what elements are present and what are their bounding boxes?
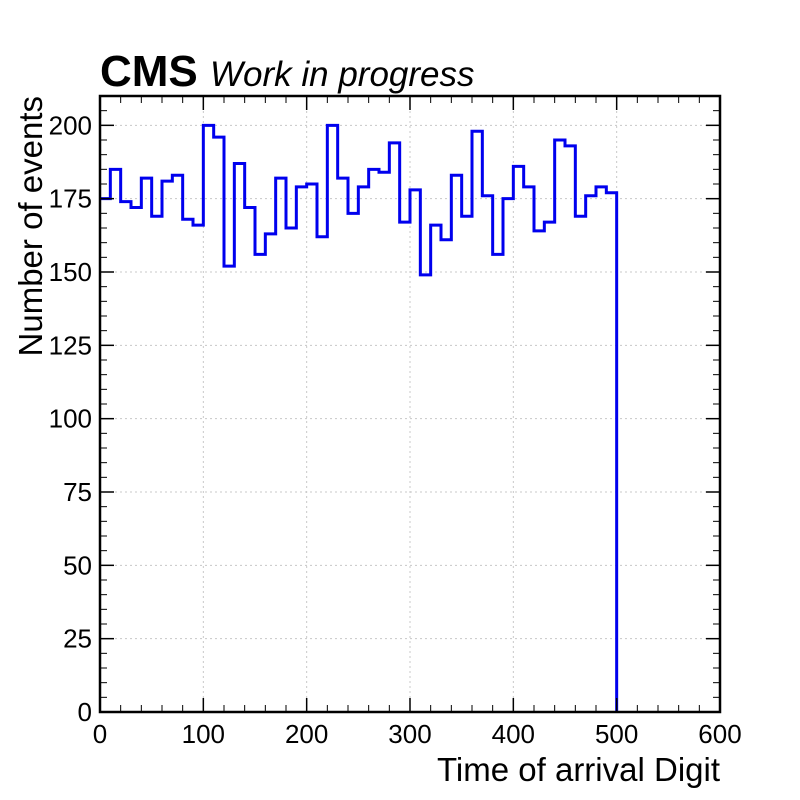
y-tick-label: 100 bbox=[49, 404, 92, 434]
histogram-bin bbox=[555, 140, 565, 712]
histogram-bin bbox=[565, 146, 575, 712]
histogram-bin bbox=[544, 222, 554, 712]
histogram-bin bbox=[307, 184, 317, 712]
histogram-bin bbox=[286, 228, 296, 712]
histogram-bin bbox=[369, 169, 379, 712]
histogram-bin bbox=[193, 225, 203, 712]
x-tick-label: 600 bbox=[698, 719, 741, 749]
histogram-bin bbox=[317, 237, 327, 712]
histogram-bin bbox=[462, 216, 472, 712]
histogram-bin bbox=[472, 131, 482, 712]
y-tick-label: 175 bbox=[49, 184, 92, 214]
axis-ticks bbox=[99, 95, 721, 713]
histogram-bin bbox=[296, 187, 306, 712]
histogram-bin bbox=[596, 187, 606, 712]
y-tick-label: 50 bbox=[63, 550, 92, 580]
histogram-bin bbox=[410, 190, 420, 712]
histogram-bin bbox=[183, 219, 193, 712]
x-tick-label: 300 bbox=[388, 719, 431, 749]
histogram-bin bbox=[400, 222, 410, 712]
x-tick-label: 100 bbox=[182, 719, 225, 749]
histogram-bin bbox=[131, 207, 141, 712]
histogram-bin bbox=[431, 225, 441, 712]
y-tick-label: 150 bbox=[49, 257, 92, 287]
y-tick-label: 25 bbox=[63, 624, 92, 654]
histogram-bin bbox=[172, 175, 182, 712]
histogram-bin bbox=[234, 163, 244, 712]
tick-labels: 0 100 200 300 400 500 600 0 25 50 75 100 125 150 175 20… bbox=[49, 110, 742, 749]
histogram-bin bbox=[389, 143, 399, 712]
y-tick-label: 200 bbox=[49, 110, 92, 140]
status-label: Work in progress bbox=[210, 55, 475, 94]
histogram-bin bbox=[224, 266, 234, 712]
x-tick-label: 500 bbox=[595, 719, 638, 749]
y-axis-title: Number of events bbox=[12, 96, 49, 356]
cms-label: CMS bbox=[100, 47, 198, 96]
y-tick-label: 75 bbox=[63, 477, 92, 507]
histogram-bin bbox=[513, 166, 523, 712]
y-tick-label: 0 bbox=[78, 697, 92, 727]
x-axis-title: Time of arrival Digit bbox=[437, 751, 720, 788]
histogram-bin bbox=[482, 196, 492, 712]
histogram-bin bbox=[575, 216, 585, 712]
histogram-bin bbox=[524, 187, 534, 712]
histogram-bin bbox=[245, 207, 255, 712]
histogram-bin bbox=[534, 231, 544, 712]
histogram-bin bbox=[348, 213, 358, 712]
histogram-bin bbox=[162, 181, 172, 712]
histogram-bin bbox=[606, 193, 616, 712]
histogram-bin bbox=[100, 199, 110, 712]
histogram-bin bbox=[503, 199, 513, 712]
histogram-bin bbox=[379, 172, 389, 712]
histogram-bin bbox=[276, 178, 286, 712]
histogram-bin bbox=[420, 275, 430, 712]
histogram-bin bbox=[110, 169, 120, 712]
histogram-bin bbox=[152, 216, 162, 712]
histogram-bin bbox=[265, 234, 275, 712]
histogram-bin bbox=[255, 254, 265, 712]
histogram-bin bbox=[493, 254, 503, 712]
histogram-bin bbox=[441, 240, 451, 712]
histogram-step-line bbox=[100, 123, 619, 712]
histogram-bin bbox=[586, 196, 596, 712]
x-tick-label: 0 bbox=[93, 719, 107, 749]
x-tick-label: 200 bbox=[285, 719, 328, 749]
y-tick-label: 125 bbox=[49, 330, 92, 360]
histogram-series bbox=[100, 123, 619, 712]
histogram-bin bbox=[121, 202, 131, 712]
histogram-bin bbox=[451, 175, 461, 712]
histogram-bin bbox=[203, 125, 213, 712]
histogram-bin bbox=[338, 178, 348, 712]
x-tick-label: 400 bbox=[492, 719, 535, 749]
histogram-bin bbox=[358, 187, 368, 712]
histogram-bin bbox=[141, 178, 151, 712]
histogram-bin bbox=[327, 125, 337, 712]
histogram-bin bbox=[214, 137, 224, 712]
